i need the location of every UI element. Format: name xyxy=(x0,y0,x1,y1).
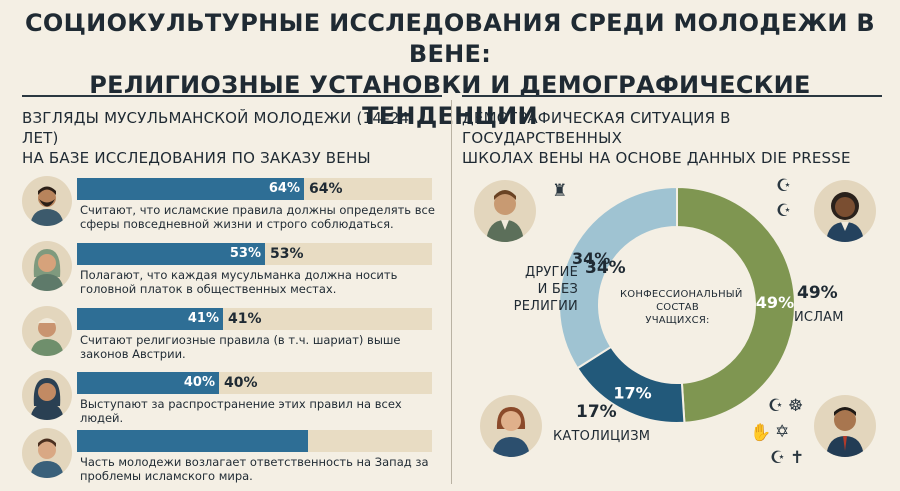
bar-value-inner-label: 64% xyxy=(268,181,300,196)
hijab-woman-icon xyxy=(22,370,72,420)
bar-value-label: 64% xyxy=(309,181,343,197)
title-line-1: СОЦИОКУЛЬТУРНЫЕ ИССЛЕДОВАНИЯ СРЕДИ МОЛОД… xyxy=(25,9,875,68)
crescent-star-icon: ☪ xyxy=(770,448,786,468)
donut-slice-label: 34% xyxy=(572,249,610,268)
section-divider xyxy=(451,100,452,484)
title-rule-left xyxy=(22,95,442,97)
cross-icon: ✝ xyxy=(790,448,805,468)
islam-category-label: ИСЛАМ xyxy=(794,310,844,325)
page-title: СОЦИОКУЛЬТУРНЫЕ ИССЛЕДОВАНИЯ СРЕДИ МОЛОД… xyxy=(0,8,900,132)
bar-track xyxy=(77,430,432,452)
om-icon: ☸ xyxy=(788,396,804,416)
bar-fill xyxy=(77,308,223,330)
bar-track: 53% 53% xyxy=(77,243,432,265)
cap-man-icon xyxy=(22,306,72,356)
bar-value-inner-label: 41% xyxy=(187,311,219,326)
bar-fill xyxy=(77,372,219,394)
hijab-woman-icon xyxy=(22,241,72,291)
bar-category-label: Часть молодежи возлагает ответственность… xyxy=(80,455,429,483)
bar-row: 53% 53% Полагают, что каждая мусульманка д… xyxy=(22,241,442,303)
donut-slice xyxy=(558,185,678,370)
catholic-category-label: КАТОЛИЦИЗМ xyxy=(553,429,651,444)
star-of-david-icon: ✡ xyxy=(775,422,790,442)
crescent-star-icon: ☪ xyxy=(776,201,792,221)
bar-value-label: 53% xyxy=(270,246,304,262)
bar-track: 64% 64% xyxy=(77,178,432,200)
donut-slice xyxy=(676,185,796,424)
bar-category-label: Выступают за распространение этих правил… xyxy=(80,397,402,425)
other-percent-label: 34% xyxy=(585,258,626,278)
bar-row: 64% 64% Считают, что исламские правила дол… xyxy=(22,176,442,238)
bar-fill xyxy=(77,243,265,265)
young-man-icon xyxy=(22,428,72,478)
bar-row: Часть молодежи возлагает ответственность… xyxy=(22,428,442,490)
bar-fill xyxy=(77,178,304,200)
islam-percent-label: 49% xyxy=(797,283,838,303)
donut-slice-label: 49% xyxy=(756,293,794,312)
bar-track: 40% 40% xyxy=(77,372,432,394)
bar-category-label: Полагают, что каждая мусульманка должна … xyxy=(80,268,398,296)
title-rule-right xyxy=(462,95,882,97)
bar-value-label: 40% xyxy=(224,375,258,391)
catholic-percent-label: 17% xyxy=(576,402,617,422)
other-category-label: ДРУГИЕ И БЕЗ РЕЛИГИИ xyxy=(513,265,578,314)
tower-icon: ♜ xyxy=(552,181,568,201)
bar-category-label: Считают, что исламские правила должны оп… xyxy=(80,203,435,231)
school-boy-icon xyxy=(814,395,876,457)
bearded-man-icon xyxy=(22,176,72,226)
right-section-heading: ДЕМОГРАФИЧЕСКАЯ СИТУАЦИЯ В ГОСУДАРСТВЕНН… xyxy=(462,109,851,167)
bar-fill xyxy=(77,430,308,452)
bar-row: 41% 41% Считают религиозные правила (в т.ч… xyxy=(22,306,442,368)
student-boy-icon xyxy=(474,180,536,242)
student-girl-icon xyxy=(814,180,876,242)
crescent-star-icon: ☪ xyxy=(768,396,784,416)
bar-row: 40% 40% Выступают за распространение этих … xyxy=(22,370,442,432)
bar-value-inner-label: 53% xyxy=(229,246,261,261)
hamsa-icon: ✋ xyxy=(750,423,772,443)
bar-category-label: Считают религиозные правила (в т.ч. шари… xyxy=(80,333,401,361)
donut-center-label: КОНФЕССИОНАЛЬНЫЙ СОСТАВ УЧАЩИХСЯ: xyxy=(620,289,743,326)
title-line-2: РЕЛИГИОЗНЫЕ УСТАНОВКИ И ДЕМОГРАФИЧЕСКИЕ … xyxy=(89,71,811,130)
school-girl-icon xyxy=(480,395,542,457)
bar-track: 41% 41% xyxy=(77,308,432,330)
crescent-star-icon: ☪ xyxy=(776,176,792,196)
left-section-heading: ВЗГЛЯДЫ МУСУЛЬМАНСКОЙ МОЛОДЕЖИ (14–24 ЛЕ… xyxy=(22,109,410,167)
bar-value-label: 41% xyxy=(228,311,262,327)
bar-value-inner-label: 40% xyxy=(183,375,215,390)
donut-slice-label: 17% xyxy=(613,383,651,402)
